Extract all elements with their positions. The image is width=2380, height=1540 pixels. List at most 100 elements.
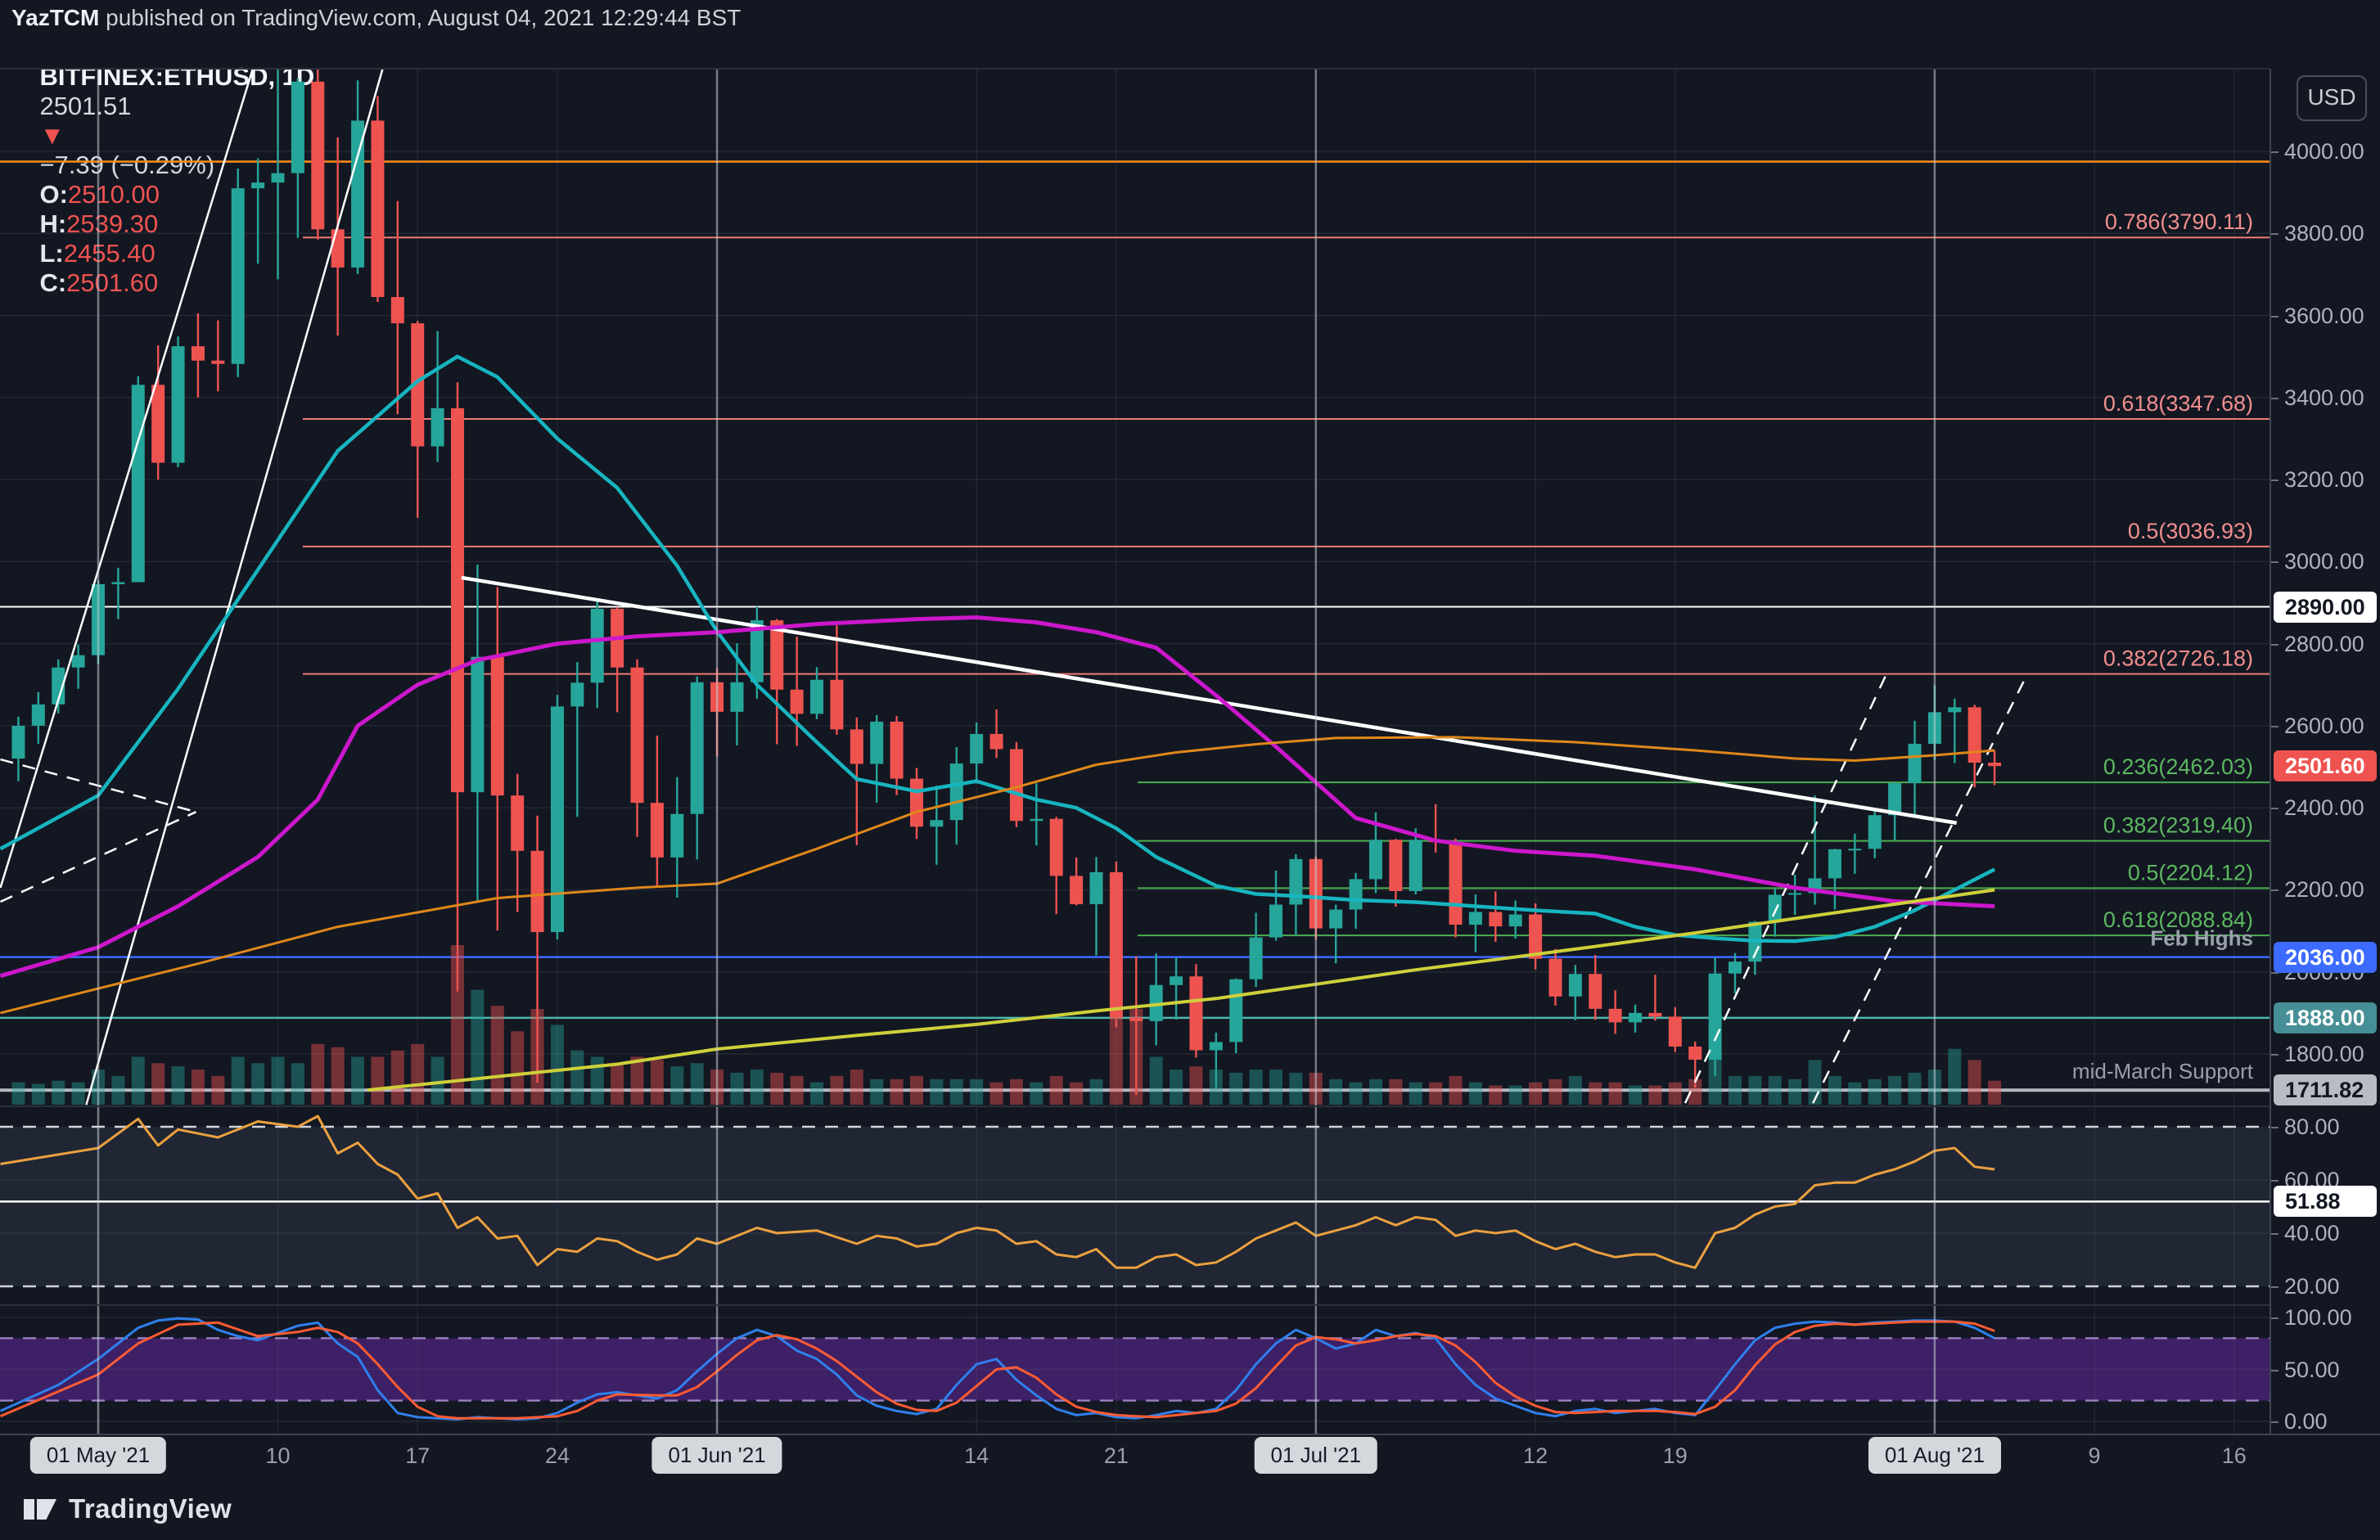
volume-bar xyxy=(850,1069,863,1105)
candle-body xyxy=(1988,763,2002,767)
high-label: H: xyxy=(39,209,67,238)
date-tick: 24 xyxy=(544,1443,570,1468)
volume-bar xyxy=(989,1082,1003,1105)
ma-long-yellow xyxy=(367,888,1995,1092)
price-label-chip: 51.88 xyxy=(2274,1186,2377,1218)
price-tick: 80.00 xyxy=(2271,1111,2380,1142)
volume-bar xyxy=(1449,1075,1463,1105)
candle-body xyxy=(1030,818,1044,822)
candle-body xyxy=(1548,958,1562,997)
candle-body xyxy=(1449,842,1463,925)
volume-bar xyxy=(630,1056,644,1105)
candle-body xyxy=(390,296,404,324)
volume-bar xyxy=(31,1083,45,1105)
price-tick: 0.00 xyxy=(2271,1406,2380,1437)
ma-fast-teal xyxy=(0,354,1996,943)
chart-canvas[interactable]: 0.786(3790.11) 0.618(3347.68) 0.5(3036.93)… xyxy=(0,0,2270,1434)
candle-body xyxy=(52,667,65,705)
candle-body xyxy=(1049,818,1063,876)
candle-body xyxy=(1368,840,1382,880)
candle-body xyxy=(490,656,504,796)
rsi-pane xyxy=(0,1114,2270,1288)
last-price: 2501.51 xyxy=(39,92,132,120)
price-tick: 4000.00 xyxy=(2271,136,2380,167)
time-axis[interactable]: 01 May '21 10 17 24 01 Jun '21 14 21 01 Jul '21… xyxy=(0,1434,2380,1483)
close-label: C: xyxy=(39,268,67,297)
fib-july-swing-label: 0.618(2088.84) xyxy=(2103,907,2253,932)
volume-bar xyxy=(590,1056,604,1105)
candle-body xyxy=(650,803,664,858)
date-tick: 17 xyxy=(405,1443,430,1468)
price-tick: 20.00 xyxy=(2271,1271,2380,1302)
volume-bar xyxy=(1868,1078,1882,1105)
volume-bar xyxy=(11,1082,25,1105)
down-arrow-icon: ▼ xyxy=(39,121,65,150)
volume-bar xyxy=(550,1024,564,1105)
volume-bar xyxy=(1589,1082,1602,1105)
candle-body xyxy=(1788,893,1802,895)
rsi-line xyxy=(0,1114,1995,1269)
date-tick: 19 xyxy=(1662,1443,1688,1468)
candle-body xyxy=(1129,1017,1143,1021)
volume-bar xyxy=(870,1078,884,1105)
candle-body xyxy=(511,795,525,851)
candle-body xyxy=(1409,840,1422,891)
candle-body xyxy=(71,655,85,668)
open-label: O: xyxy=(39,180,68,209)
candle-body xyxy=(1728,961,1742,974)
volume-bar xyxy=(511,1031,525,1105)
price-axis[interactable]: 4000.00 3800.00 3600.00 3400.00 3200.00 3000.… xyxy=(2270,69,2380,1434)
candle-body xyxy=(1608,1008,1622,1023)
fib-may-high-label: 0.5(3036.93) xyxy=(2128,519,2253,543)
volume-bar xyxy=(211,1075,225,1105)
volume-bar xyxy=(1648,1085,1662,1105)
date-tick: 16 xyxy=(2221,1443,2247,1468)
volume-bar xyxy=(331,1047,345,1105)
close-value: 2501.60 xyxy=(66,268,159,297)
date-tick: 14 xyxy=(964,1443,989,1468)
volume-bar xyxy=(1329,1078,1343,1105)
volume-bar xyxy=(1748,1075,1762,1105)
volume-bar xyxy=(670,1066,684,1105)
candle-body xyxy=(1209,1042,1223,1051)
candle-body xyxy=(471,656,485,793)
stochastic-pane xyxy=(0,1317,2270,1422)
wedge-lower-dashed xyxy=(0,811,197,903)
volume-bar xyxy=(411,1043,425,1105)
price-label-chip: 2501.60 xyxy=(2274,750,2377,782)
volume-bar xyxy=(311,1043,325,1105)
volume-bar xyxy=(1608,1082,1622,1105)
price-tick: 1800.00 xyxy=(2271,1038,2380,1069)
volume-bar xyxy=(430,1056,444,1105)
volume-bar xyxy=(1149,1056,1163,1105)
candle-body xyxy=(1848,849,1862,851)
price-change: −7.39 (−0.29%) xyxy=(39,151,215,179)
volume-bar xyxy=(1089,1078,1103,1105)
volume-bar xyxy=(251,1063,265,1105)
candle-body xyxy=(949,763,963,821)
volume-bar xyxy=(451,945,465,1105)
volume-bar xyxy=(371,1056,385,1105)
candle-body xyxy=(730,682,744,712)
candle-body xyxy=(371,120,385,297)
fib-may-high-label: 0.786(3790.11) xyxy=(2105,209,2253,234)
volume-bar xyxy=(770,1073,784,1105)
candle-body xyxy=(1629,1012,1643,1023)
candle-body xyxy=(930,820,944,827)
candle-body xyxy=(1508,914,1522,927)
candle-body xyxy=(1389,840,1403,891)
currency-toggle-usd[interactable]: USD xyxy=(2297,75,2367,121)
tradingview-logo[interactable]: TradingView xyxy=(21,1489,232,1529)
symbol-status-row: BITFINEX:ETHUSD, 1D 2501.51 ▼ −7.39 (−0.… xyxy=(11,33,322,327)
fib-july-swing-label: 0.382(2319.40) xyxy=(2103,813,2253,838)
candle-body xyxy=(670,813,684,858)
candle-body xyxy=(570,682,584,707)
tradingview-logo-text: TradingView xyxy=(69,1493,232,1524)
volume-bar xyxy=(650,1060,664,1105)
volume-bar xyxy=(1568,1075,1582,1105)
candle-body xyxy=(1289,858,1303,905)
price-tick: 100.00 xyxy=(2271,1302,2380,1333)
candle-body xyxy=(690,682,704,814)
volume-bar xyxy=(1708,1056,1722,1105)
candle-body xyxy=(590,609,604,683)
